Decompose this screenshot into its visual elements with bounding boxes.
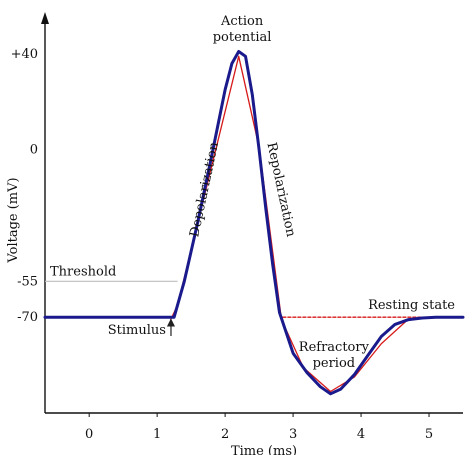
series-line-0 xyxy=(43,50,465,396)
resting-state-label: Resting state xyxy=(368,298,455,313)
depolarization-label: Depolarization xyxy=(187,140,222,238)
y-tick-label: -70 xyxy=(17,310,38,325)
series-line-1 xyxy=(170,55,406,393)
x-ticks: 0 1 2 3 4 5 xyxy=(85,413,433,442)
x-tick-label: 5 xyxy=(425,427,433,442)
y-tick-label: -55 xyxy=(17,274,38,289)
reference-lines: Threshold xyxy=(45,264,178,282)
y-axis-arrow-icon xyxy=(41,12,49,24)
x-tick-label: 4 xyxy=(357,427,365,442)
action-potential-label: Action potential xyxy=(213,14,272,45)
y-tick-label: +40 xyxy=(11,47,38,62)
x-axis-label: Time (ms) xyxy=(231,444,297,455)
x-tick-label: 0 xyxy=(85,427,93,442)
threshold-label: Threshold xyxy=(50,264,116,279)
y-tick-label: 0 xyxy=(30,143,38,158)
y-ticks: +40 0 -55 -70 xyxy=(11,47,38,325)
y-axis-label: Voltage (mV) xyxy=(6,177,21,263)
stimulus-label: Stimulus xyxy=(108,323,166,338)
x-tick-label: 3 xyxy=(289,427,297,442)
refractory-period-label: Refractory period xyxy=(299,340,370,371)
x-tick-label: 2 xyxy=(221,427,229,442)
x-tick-label: 1 xyxy=(153,427,161,442)
axes xyxy=(41,12,463,414)
series-layer: Resting state xyxy=(43,50,465,396)
